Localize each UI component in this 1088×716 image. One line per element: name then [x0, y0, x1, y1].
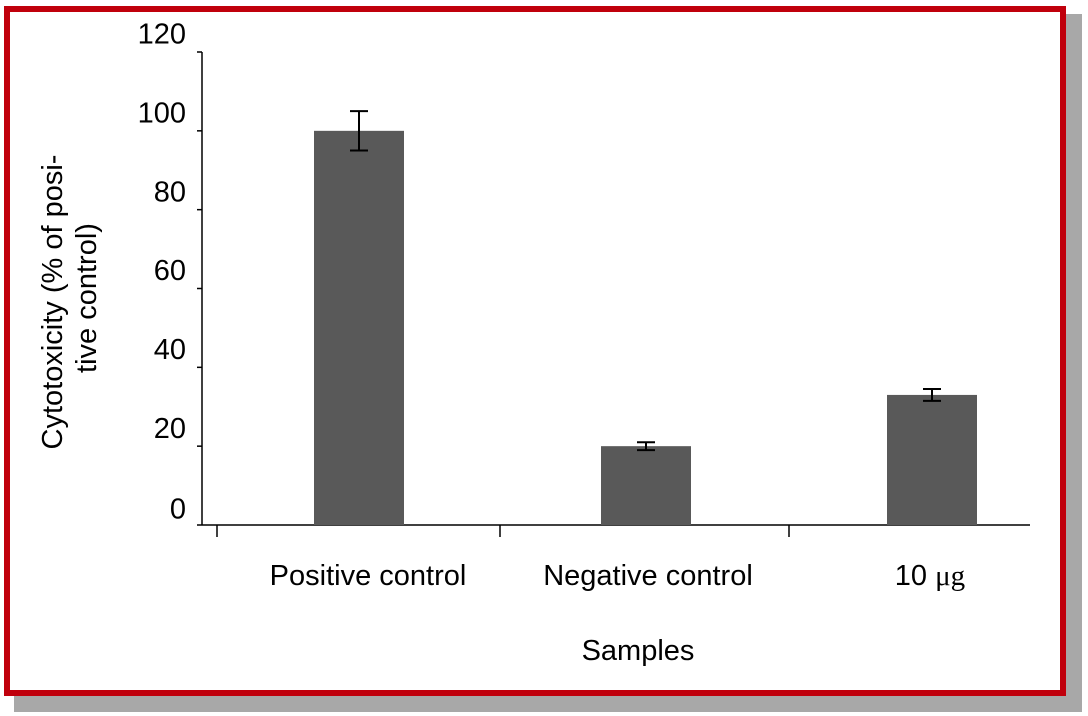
y-tick-label: 20	[154, 413, 186, 445]
x-axis: Positive control Negative control 10 μg	[202, 524, 1030, 592]
x-category-label: 10 μg	[895, 560, 965, 592]
x-category-label: Negative control	[543, 560, 753, 592]
y-axis: 0 20 40 60 80 100 120	[138, 19, 203, 526]
bar	[887, 394, 977, 525]
bar	[601, 446, 691, 525]
bar	[314, 130, 404, 526]
figure-frame	[4, 6, 1066, 696]
error-bars	[350, 110, 941, 452]
x-category-label-part: 10	[895, 560, 935, 592]
x-axis-title: Samples	[582, 635, 695, 667]
x-category-label: Positive control	[270, 560, 467, 592]
y-axis-title-line-2: tive control)	[71, 223, 103, 373]
y-tick-label: 0	[170, 494, 186, 526]
y-axis-title-line-1: Cytotoxicity (% of posi-	[37, 155, 69, 450]
y-tick-label: 40	[154, 334, 186, 366]
x-category-label-unit: μg	[935, 560, 965, 592]
y-tick-label: 100	[138, 97, 186, 129]
y-tick-label: 60	[154, 255, 186, 287]
y-tick-label: 80	[154, 176, 186, 208]
bars	[314, 130, 977, 526]
y-tick-label: 120	[138, 19, 186, 51]
y-axis-title: Cytotoxicity (% of posi- tive control)	[37, 147, 103, 450]
